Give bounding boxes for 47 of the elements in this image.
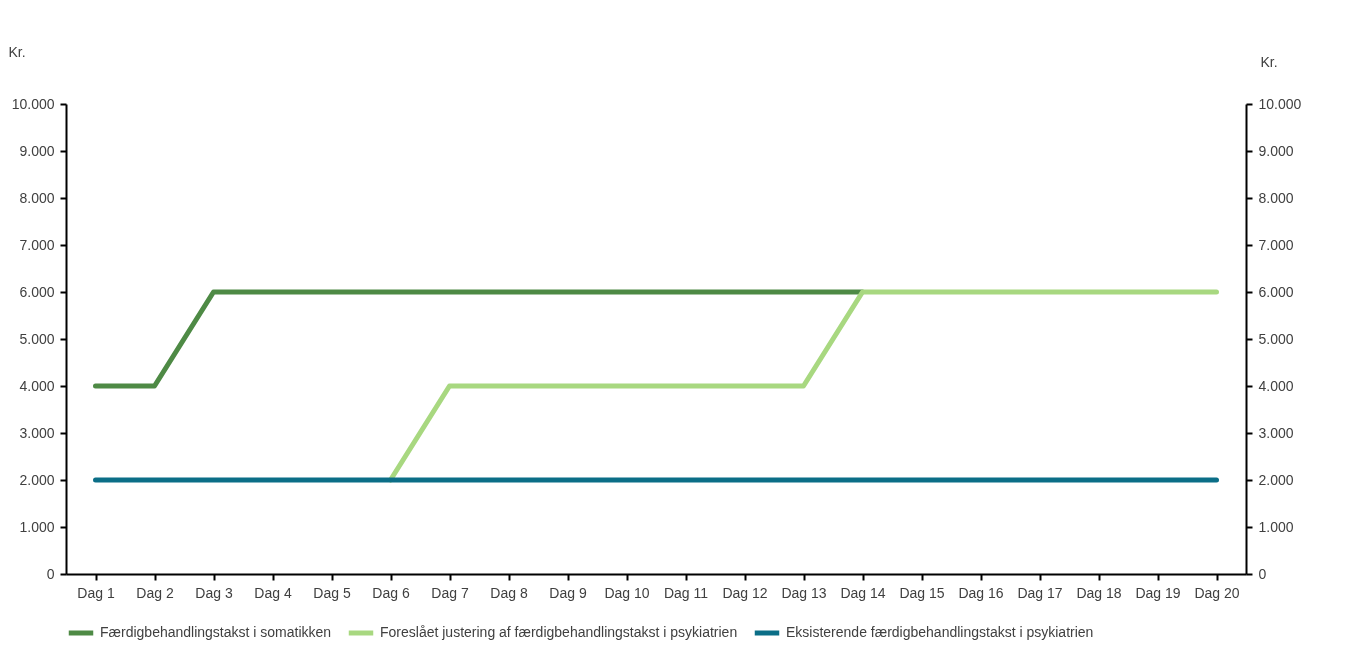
x-tick-label: Dag 16 (958, 584, 1004, 601)
y2-tick-label: 8.000 (1258, 189, 1294, 206)
y-tick-label: 6.000 (19, 283, 55, 300)
y2-tick-label: 4.000 (1258, 377, 1294, 394)
y-tick-label: 5.000 (19, 330, 55, 347)
legend-label: Foreslået justering af færdigbehandlingstakst i psykiatrien (380, 624, 738, 640)
x-tick-label: Dag 8 (490, 584, 528, 601)
y2-tick-label: 5.000 (1258, 330, 1294, 347)
y2-tick-label: 3.000 (1258, 424, 1294, 441)
y-tick-label: 9.000 (19, 142, 55, 159)
y2-axis-title: Kr. (1260, 53, 1278, 70)
x-tick-label: Dag 5 (313, 584, 351, 601)
y-tick-label: 8.000 (19, 189, 55, 206)
legend-label: Eksisterende færdigbehandlingstakst i psykiatrien (786, 624, 1094, 640)
x-tick-label: Dag 10 (604, 584, 650, 601)
y-tick-label: 10.000 (11, 95, 55, 112)
x-tick-label: Dag 12 (722, 584, 768, 601)
y-tick-label: 4.000 (19, 377, 55, 394)
x-tick-label: Dag 4 (254, 584, 292, 601)
x-tick-label: Dag 2 (136, 584, 174, 601)
x-tick-label: Dag 20 (1194, 584, 1240, 601)
x-tick-label: Dag 1 (77, 584, 115, 601)
x-tick-label: Dag 19 (1135, 584, 1181, 601)
x-tick-label: Dag 13 (781, 584, 827, 601)
y-tick-label: 2.000 (19, 471, 55, 488)
y2-tick-label: 7.000 (1258, 236, 1294, 253)
y2-tick-label: 0 (1258, 565, 1267, 582)
x-tick-label: Dag 15 (899, 584, 945, 601)
y2-tick-label: 6.000 (1258, 283, 1294, 300)
x-tick-label: Dag 14 (840, 584, 886, 601)
y-tick-label: 1.000 (19, 518, 55, 535)
y-tick-label: 0 (46, 565, 55, 582)
x-tick-label: Dag 18 (1076, 584, 1122, 601)
legend-label: Færdigbehandlingstakst i somatikken (100, 624, 332, 640)
x-tick-label: Dag 9 (549, 584, 587, 601)
y2-tick-label: 1.000 (1258, 518, 1294, 535)
y-axis-title: Kr. (8, 43, 26, 60)
x-tick-label: Dag 7 (431, 584, 469, 601)
y-tick-label: 7.000 (19, 236, 55, 253)
y2-tick-label: 10.000 (1258, 95, 1302, 112)
y2-tick-label: 9.000 (1258, 142, 1294, 159)
y2-tick-label: 2.000 (1258, 471, 1294, 488)
x-tick-label: Dag 3 (195, 584, 233, 601)
x-tick-label: Dag 11 (663, 584, 709, 601)
y-tick-label: 3.000 (19, 424, 55, 441)
x-tick-label: Dag 17 (1017, 584, 1063, 601)
x-tick-label: Dag 6 (372, 584, 410, 601)
